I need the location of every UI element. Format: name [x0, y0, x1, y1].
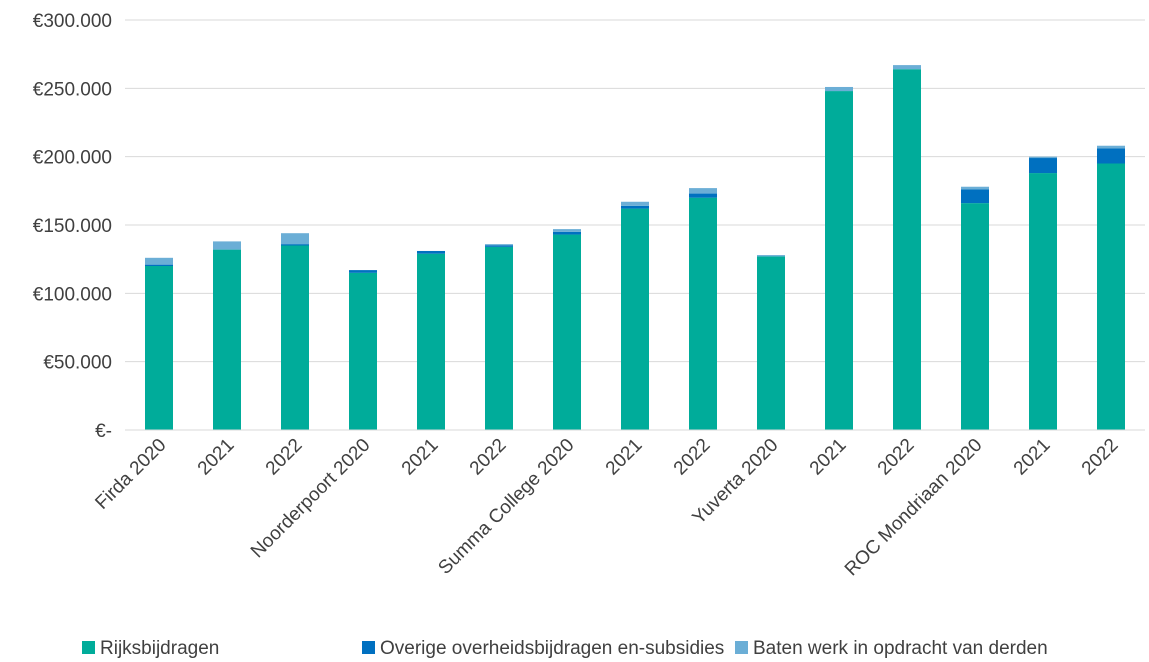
bar-stack [1029, 156, 1057, 431]
bar-stack [825, 86, 853, 431]
bar-segment [281, 233, 309, 245]
bar-segment [281, 244, 309, 246]
y-tick-label: €250.000 [33, 79, 112, 100]
bar-segment [213, 249, 241, 430]
x-tick-label: 2021 [398, 435, 443, 480]
legend-label: Overige overheidsbijdragen en-subsidies [380, 638, 724, 659]
bar-segment [689, 188, 717, 194]
bar-segment [349, 270, 377, 273]
bar-segment [145, 266, 173, 430]
x-tick-label: 2022 [466, 435, 511, 480]
bar-segment [689, 193, 717, 198]
bar-segment [1029, 158, 1057, 174]
bar-segment [1029, 156, 1057, 159]
legend-swatch [82, 641, 95, 654]
x-tick-label: 2021 [806, 435, 851, 480]
x-tick-label: 2021 [1010, 435, 1055, 480]
legend-label: Rijksbijdragen [100, 638, 219, 659]
bar-segment [213, 241, 241, 250]
bar-segment [553, 231, 581, 235]
bar-segment [145, 257, 173, 265]
x-tick-label: 2022 [670, 435, 715, 480]
bar-segment [825, 86, 853, 92]
y-tick-label: €200.000 [33, 148, 112, 169]
bar-stack [553, 229, 581, 430]
bar-segment [757, 255, 785, 257]
bar-stack [485, 244, 513, 430]
legend-swatch [362, 641, 375, 654]
bar-segment [485, 246, 513, 430]
bar-stack [213, 241, 241, 430]
bar-stack [757, 255, 785, 430]
x-tick-label: ROC Mondriaan 2020 [841, 435, 987, 581]
bar-stack [1097, 145, 1125, 430]
x-tick-label: 2022 [874, 435, 919, 480]
legend: Rijksbijdragen Overige overheidsbijdragen… [82, 638, 1048, 659]
bar-segment [281, 245, 309, 430]
y-tick-label: €- [95, 421, 112, 442]
bar-stack [893, 65, 921, 430]
y-tick-label: €100.000 [33, 284, 112, 305]
x-tick-label: 2021 [602, 435, 647, 480]
bar-stack [349, 270, 377, 430]
bars [145, 65, 1125, 431]
bar-segment [553, 234, 581, 430]
bar-segment [961, 203, 989, 430]
bar-segment [417, 253, 445, 430]
bar-segment [893, 69, 921, 430]
bar-segment [1097, 145, 1125, 149]
x-tick-label: 2022 [262, 435, 307, 480]
bar-segment [825, 91, 853, 431]
legend-item: Baten werk in opdracht van derden [735, 638, 1048, 659]
bar-segment [349, 272, 377, 430]
bar-segment [893, 65, 921, 70]
bar-stack [417, 250, 445, 430]
bar-segment [621, 201, 649, 206]
bar-segment [485, 244, 513, 246]
bar-segment [621, 208, 649, 430]
bar-segment [417, 250, 445, 254]
legend-label: Baten werk in opdracht van derden [753, 638, 1048, 659]
bar-segment [485, 245, 513, 247]
legend-item: Overige overheidsbijdragen en-subsidies [362, 638, 724, 659]
bar-segment [145, 264, 173, 266]
y-tick-label: €50.000 [43, 353, 112, 374]
y-tick-label: €300.000 [33, 11, 112, 32]
bar-stack [281, 233, 309, 430]
bar-segment [1029, 173, 1057, 431]
bar-segment [1097, 163, 1125, 430]
bar-segment [553, 229, 581, 232]
bar-segment [621, 205, 649, 209]
bar-stack [145, 257, 173, 430]
legend-item: Rijksbijdragen [82, 638, 219, 659]
x-tick-label: 2021 [194, 435, 239, 480]
bar-segment [1097, 148, 1125, 164]
bar-segment [757, 256, 785, 430]
bar-stack [689, 188, 717, 430]
y-tick-label: €150.000 [33, 216, 112, 237]
x-tick-label: Summa College 2020 [434, 435, 578, 579]
x-tick-label: 2022 [1078, 435, 1123, 480]
bar-segment [961, 186, 989, 190]
x-tick-label: Firda 2020 [91, 435, 170, 514]
bar-stack [961, 186, 989, 430]
bar-stack [621, 201, 649, 430]
x-tick-label: Noorderpoort 2020 [247, 435, 375, 563]
bar-segment [961, 189, 989, 204]
bar-segment [689, 197, 717, 430]
legend-swatch [735, 641, 748, 654]
y-axis-tick-labels: €- €50.000 €100.000 €150.000 €200.000 €250.00… [33, 11, 112, 442]
